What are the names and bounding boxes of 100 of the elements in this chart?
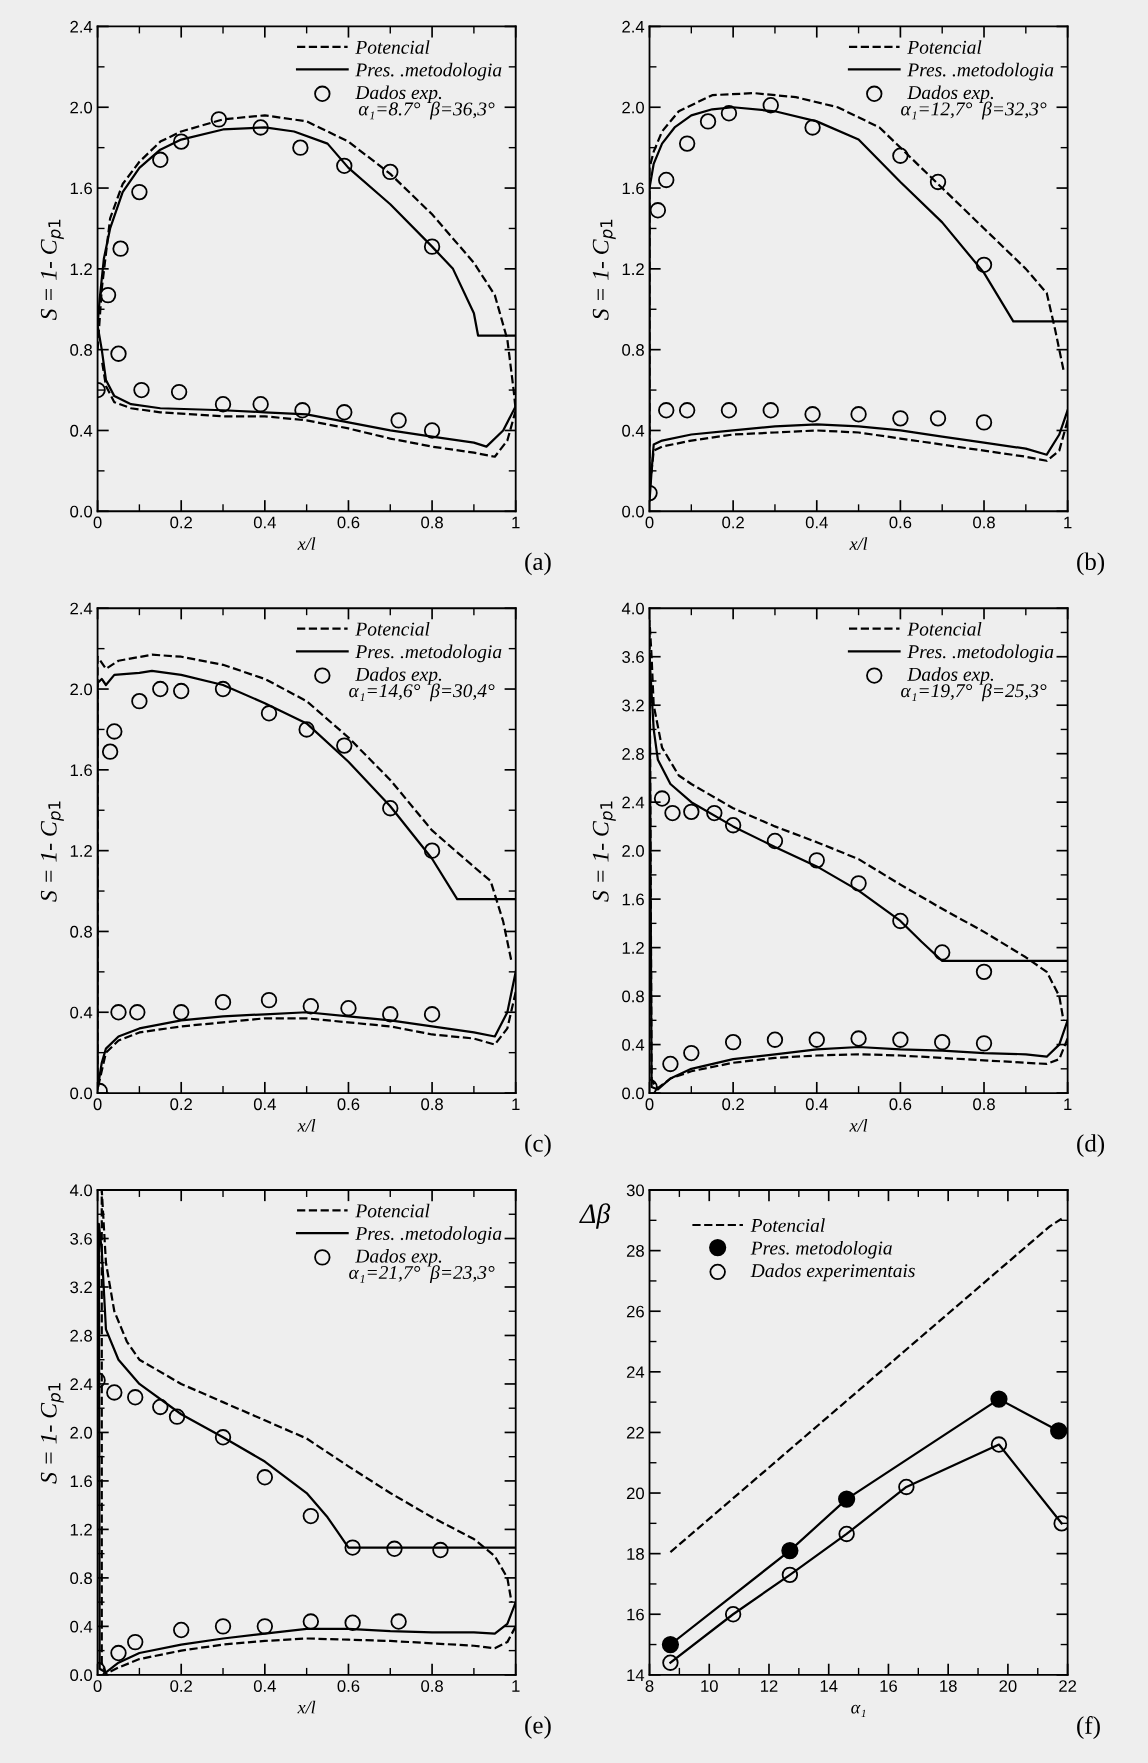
x-tick-label: 0 — [93, 1680, 102, 1692]
y-tick-label: 2.4 — [622, 20, 645, 33]
x-axis-title: α₁ — [851, 1704, 866, 1717]
x-tick-label: 0.4 — [253, 1680, 276, 1692]
y-tick-label: 3.2 — [622, 699, 644, 712]
y-tick-label: 2.0 — [622, 101, 644, 114]
x-tick-label: 1 — [512, 1680, 520, 1692]
y-tick-label: 0.4 — [622, 1038, 645, 1051]
legend-label: Pres. .metodologia — [907, 62, 1054, 81]
y-tick-label: 2.8 — [622, 748, 644, 760]
legend-label: Pres. .metodologia — [907, 644, 1054, 663]
y-tick-label: 2.4 — [70, 1378, 93, 1390]
x-tick-label: 20 — [999, 1680, 1017, 1692]
x-tick-label: 0.2 — [170, 516, 192, 529]
y-tick-label: 0.4 — [70, 1620, 93, 1633]
y-tick-label: 0.0 — [622, 1087, 644, 1100]
x-tick-label: 22 — [1059, 1680, 1077, 1692]
y-axis-title: S = 1- C$_{p1}$ — [592, 219, 616, 321]
y-axis-title: S = 1- C$_{p1}$ — [40, 219, 64, 321]
y-tick-label: 1.2 — [70, 845, 92, 857]
y-tick-label: 26 — [626, 1305, 644, 1318]
x-tick-label: 0.8 — [973, 516, 995, 529]
y-tick-label: 0.4 — [70, 424, 93, 437]
y-tick-label: 0.0 — [70, 1087, 93, 1100]
x-tick-label: 1 — [512, 516, 520, 529]
x-tick-label: 0.4 — [805, 1098, 828, 1111]
legend-label: Potencial — [750, 1218, 825, 1232]
y-tick-label: 4.0 — [621, 602, 644, 615]
text: (f) — [1077, 1716, 1100, 1739]
x-tick-label: 14 — [820, 1680, 838, 1692]
legend-label: Pres. .metodologia — [355, 1226, 502, 1244]
x-tick-label: 0 — [645, 516, 654, 529]
y-tick-label: 0.4 — [622, 424, 645, 437]
x-tick-label: 10 — [701, 1680, 718, 1692]
x-tick-label: 0.4 — [253, 516, 276, 529]
x-tick-label: 0 — [645, 1098, 654, 1111]
y-axis-title: S = 1- C$_{p1}$ — [40, 1383, 64, 1484]
y-tick-label: 4.0 — [69, 1184, 93, 1197]
y-tick-label: 0.0 — [70, 505, 93, 518]
y-tick-label: 3.6 — [622, 651, 644, 663]
y-tick-label: 2.4 — [70, 20, 93, 33]
x-axis-title: x/l — [849, 537, 868, 550]
legend-label: Potencial — [907, 621, 982, 636]
y-tick-label: 2.0 — [622, 845, 644, 857]
y-tick-label: 24 — [626, 1366, 645, 1378]
text: (c) — [525, 1134, 551, 1157]
x-tick-label: 0.2 — [170, 1680, 192, 1692]
text: (b) — [1077, 552, 1105, 576]
y-tick-label: 2.0 — [70, 101, 93, 114]
x-tick-label: 0.6 — [337, 1680, 360, 1692]
y-tick-label: 1.2 — [70, 1523, 92, 1536]
y-tick-label: 0.0 — [70, 1669, 93, 1682]
x-tick-label: 0.8 — [421, 516, 443, 529]
x-tick-label: 0.4 — [253, 1098, 276, 1111]
x-tick-label: 8 — [645, 1680, 654, 1692]
legend-label: Potencial — [355, 40, 430, 54]
y-tick-label: 14 — [627, 1669, 645, 1681]
y-tick-label: 0.8 — [622, 990, 644, 1003]
y-tick-label: 2.0 — [70, 683, 93, 696]
legend-label: Potencial — [907, 40, 982, 54]
y-axis-title: Δβ — [579, 1203, 611, 1229]
y-tick-label: 2.4 — [70, 602, 93, 615]
y-tick-label: 1.6 — [70, 1475, 92, 1488]
x-tick-label: 0.2 — [722, 516, 744, 529]
x-tick-label: 1 — [512, 1098, 520, 1110]
x-axis-title: x/l — [297, 1700, 316, 1714]
x-axis-title: x/l — [297, 537, 316, 550]
legend-label: Dados exp. — [355, 1248, 442, 1267]
x-tick-label: 0.6 — [889, 1098, 912, 1111]
legend-label: Dados experimentais — [750, 1263, 915, 1282]
x-tick-label: 0 — [93, 1098, 102, 1111]
x-tick-label: 18 — [940, 1680, 957, 1692]
x-tick-label: 12 — [760, 1680, 778, 1692]
y-tick-label: 2.4 — [622, 796, 645, 809]
y-tick-label: 0.8 — [622, 344, 644, 356]
x-tick-label: 0 — [93, 516, 102, 529]
legend-label: Pres. .metodologia — [355, 62, 502, 81]
x-tick-label: 0.2 — [170, 1098, 192, 1111]
y-tick-label: 18 — [627, 1548, 644, 1560]
y-tick-label: 1.6 — [70, 764, 92, 777]
y-tick-label: 1.2 — [70, 263, 92, 275]
y-tick-label: 0.8 — [70, 344, 92, 356]
y-tick-label: 0.8 — [70, 925, 92, 938]
y-axis-title: S = 1- C$_{p1}$ — [592, 801, 616, 902]
legend-label: Dados exp. — [355, 667, 442, 685]
x-tick-label: 0.8 — [973, 1098, 995, 1111]
x-tick-label: 0.8 — [421, 1680, 443, 1692]
text: (d) — [1077, 1134, 1105, 1157]
y-tick-label: 20 — [626, 1487, 644, 1500]
y-tick-label: 2.8 — [70, 1329, 92, 1342]
x-tick-label: 1 — [1064, 516, 1072, 529]
y-axis-title: S = 1- C$_{p1}$ — [40, 801, 64, 902]
y-tick-label: 1.6 — [622, 182, 644, 195]
y-tick-label: 0.8 — [70, 1572, 92, 1585]
y-tick-label: 1.2 — [622, 942, 644, 954]
y-tick-label: 28 — [626, 1245, 644, 1257]
x-tick-label: 1 — [1064, 1098, 1072, 1110]
legend-label: Potencial — [355, 1203, 430, 1218]
legend-label: Dados exp. — [907, 667, 994, 685]
x-axis-title: x/l — [849, 1119, 868, 1132]
